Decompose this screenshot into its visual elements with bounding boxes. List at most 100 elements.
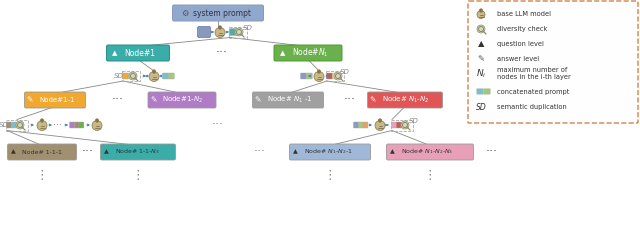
Text: ✎: ✎ — [27, 96, 33, 104]
Circle shape — [334, 72, 342, 80]
Text: $N_i$: $N_i$ — [476, 68, 486, 80]
Text: question level: question level — [497, 41, 544, 47]
FancyBboxPatch shape — [363, 122, 368, 128]
FancyBboxPatch shape — [396, 122, 401, 128]
Circle shape — [235, 28, 243, 36]
FancyBboxPatch shape — [401, 122, 406, 128]
Circle shape — [149, 72, 159, 82]
FancyBboxPatch shape — [289, 144, 371, 160]
Text: ⋮: ⋮ — [324, 168, 336, 182]
Bar — [391, 120, 413, 130]
FancyBboxPatch shape — [326, 73, 333, 79]
Text: maximum number of
nodes in the i-th layer: maximum number of nodes in the i-th laye… — [497, 68, 571, 80]
FancyBboxPatch shape — [477, 89, 483, 94]
FancyBboxPatch shape — [148, 92, 216, 108]
Bar — [6, 120, 28, 130]
Circle shape — [95, 119, 99, 122]
FancyBboxPatch shape — [484, 89, 490, 94]
Circle shape — [378, 119, 382, 122]
FancyBboxPatch shape — [198, 27, 211, 38]
FancyBboxPatch shape — [11, 122, 16, 128]
FancyBboxPatch shape — [235, 28, 241, 35]
Text: ▲: ▲ — [104, 150, 108, 154]
FancyBboxPatch shape — [168, 73, 174, 79]
FancyBboxPatch shape — [392, 122, 397, 128]
Text: Node#1: Node#1 — [125, 48, 156, 58]
Circle shape — [215, 27, 225, 38]
FancyBboxPatch shape — [16, 122, 21, 128]
Text: SD: SD — [476, 103, 486, 112]
Text: Node# $N_1$-$N_2$-$N_3$: Node# $N_1$-$N_2$-$N_3$ — [401, 147, 453, 156]
Text: ···: ··· — [254, 145, 266, 158]
FancyBboxPatch shape — [100, 144, 175, 160]
Circle shape — [37, 120, 47, 130]
Text: SD: SD — [114, 73, 124, 79]
Text: ⋮: ⋮ — [424, 168, 436, 182]
Text: Node#1-1: Node#1-1 — [39, 97, 74, 103]
Text: answer level: answer level — [497, 56, 539, 62]
FancyBboxPatch shape — [6, 122, 12, 128]
FancyBboxPatch shape — [24, 92, 86, 108]
Text: Node# 1-1-1: Node# 1-1-1 — [22, 150, 62, 154]
FancyBboxPatch shape — [79, 122, 84, 128]
Text: SD: SD — [409, 118, 419, 124]
Text: Node# $N_1$ -1: Node# $N_1$ -1 — [267, 95, 312, 105]
Circle shape — [152, 70, 156, 73]
Text: concatenated prompt: concatenated prompt — [497, 89, 570, 95]
Text: ✎: ✎ — [255, 96, 261, 104]
Text: system prompt: system prompt — [193, 8, 251, 17]
Text: ···: ··· — [216, 47, 228, 59]
Bar — [229, 27, 247, 38]
Bar — [122, 71, 140, 81]
Text: ▲: ▲ — [112, 50, 118, 56]
Circle shape — [40, 119, 44, 122]
FancyBboxPatch shape — [274, 45, 342, 61]
FancyBboxPatch shape — [74, 122, 79, 128]
Text: Node# $N_1$-$N_2$: Node# $N_1$-$N_2$ — [382, 95, 429, 105]
Circle shape — [477, 25, 485, 33]
FancyBboxPatch shape — [70, 122, 74, 128]
Text: SD: SD — [0, 122, 9, 128]
Text: ▲: ▲ — [280, 50, 285, 56]
FancyBboxPatch shape — [468, 1, 638, 123]
Text: ✎: ✎ — [370, 96, 376, 104]
FancyBboxPatch shape — [301, 73, 307, 79]
Text: ⚙: ⚙ — [181, 8, 189, 17]
Text: Node#$N_1$: Node#$N_1$ — [292, 47, 328, 59]
Text: base LLM model: base LLM model — [497, 11, 551, 17]
FancyBboxPatch shape — [332, 73, 339, 79]
Text: ⋮: ⋮ — [132, 168, 144, 182]
FancyBboxPatch shape — [387, 144, 474, 160]
Text: ⋮: ⋮ — [36, 168, 48, 182]
Text: ▲: ▲ — [477, 40, 484, 48]
Text: ···: ··· — [82, 145, 94, 158]
FancyBboxPatch shape — [8, 144, 77, 160]
FancyBboxPatch shape — [358, 122, 364, 128]
Text: SD: SD — [243, 25, 253, 31]
Text: semantic duplication: semantic duplication — [497, 104, 567, 110]
Text: ···: ··· — [112, 93, 124, 106]
Text: ···: ··· — [54, 120, 63, 130]
FancyBboxPatch shape — [253, 92, 323, 108]
FancyBboxPatch shape — [163, 73, 168, 79]
Text: ···: ··· — [212, 119, 224, 131]
FancyBboxPatch shape — [307, 73, 312, 79]
Text: ▲: ▲ — [390, 150, 394, 154]
FancyBboxPatch shape — [353, 122, 358, 128]
FancyBboxPatch shape — [230, 28, 236, 35]
Circle shape — [92, 120, 102, 130]
FancyBboxPatch shape — [128, 73, 134, 79]
Text: ✎: ✎ — [477, 55, 484, 64]
Text: ▲: ▲ — [292, 150, 298, 154]
FancyBboxPatch shape — [367, 92, 442, 108]
Circle shape — [479, 9, 483, 12]
FancyBboxPatch shape — [173, 5, 264, 21]
Text: ···: ··· — [344, 93, 356, 106]
Text: Node#1-$N_2$: Node#1-$N_2$ — [163, 95, 204, 105]
Circle shape — [477, 10, 485, 18]
Text: diversity check: diversity check — [497, 26, 547, 32]
Text: Node# 1-1-$N_3$: Node# 1-1-$N_3$ — [115, 147, 160, 156]
Bar — [326, 71, 344, 81]
Text: ···: ··· — [486, 145, 498, 158]
Circle shape — [129, 72, 137, 80]
